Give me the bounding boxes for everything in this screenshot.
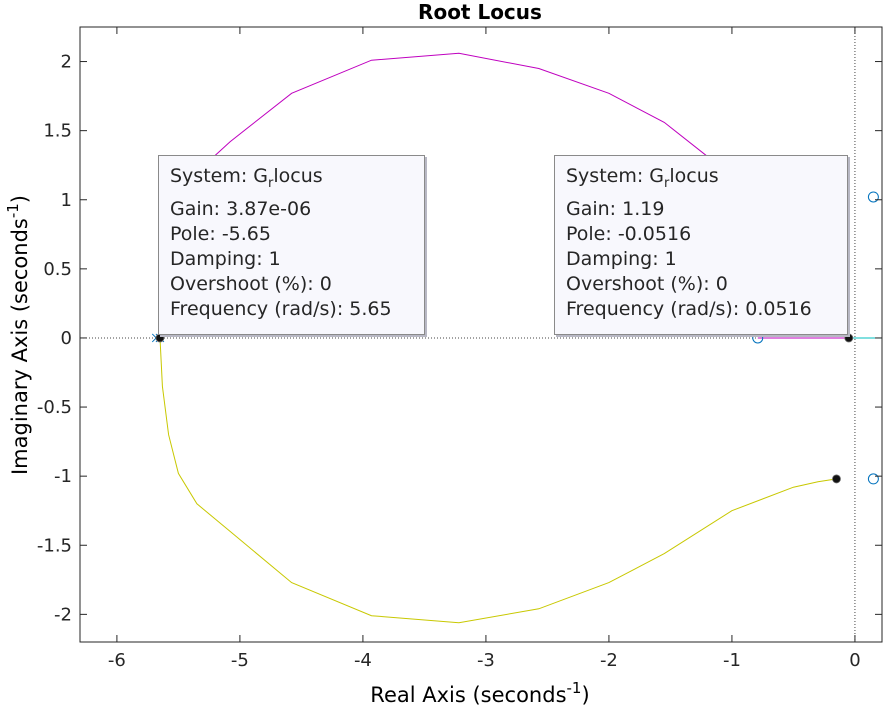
y-axis-label-exponent: -1 <box>4 203 22 218</box>
y-axis-label-text: Imaginary Axis (seconds <box>8 218 32 475</box>
y-tick-label: 2 <box>61 52 72 73</box>
datatip-1-damping: Damping: 1 <box>170 248 281 270</box>
datatip-marker-1 <box>155 333 165 343</box>
x-tick-label: -4 <box>354 650 372 671</box>
y-tick-label: -2 <box>54 604 72 625</box>
y-axis-label-close: ) <box>8 195 32 203</box>
datatip-1-frequency: Frequency (rad/s): 5.65 <box>170 298 392 320</box>
datatip-1-system: System: Grlocus <box>170 165 323 191</box>
x-axis-label-close: ) <box>581 683 589 707</box>
x-axis-label-exponent: -1 <box>567 679 582 697</box>
datatip-1-overshoot: Overshoot (%): 0 <box>170 273 332 295</box>
axis-ticks: -6 -5 -4 -3 -2 -1 0 -2 -1.5 -1 -0.5 0 0.5 1 1.5 2 <box>37 27 882 671</box>
datatip-2-pole: Pole: -0.0516 <box>566 223 692 245</box>
x-axis-label-text: Real Axis (seconds <box>370 683 566 707</box>
x-tick-label: -2 <box>600 650 618 671</box>
x-tick-label: -5 <box>231 650 249 671</box>
y-tick-label: -1 <box>54 466 72 487</box>
datatip-2-gain: Gain: 1.19 <box>566 198 665 220</box>
locus-branch-2 <box>159 337 837 624</box>
datatip-2[interactable]: System: Grlocus Gain: 1.19 Pole: -0.0516… <box>554 155 848 335</box>
y-tick-label: 0 <box>61 328 72 349</box>
pole-zero-markers <box>151 191 879 485</box>
datatip-1-gain: Gain: 3.87e-06 <box>170 198 312 220</box>
zero-marker-3 <box>867 473 879 485</box>
x-tick-label: -6 <box>108 650 126 671</box>
x-tick-label: 0 <box>849 650 860 671</box>
y-tick-label: 1 <box>61 190 72 211</box>
datatip-1-pole: Pole: -5.65 <box>170 223 271 245</box>
reference-lines <box>80 27 882 642</box>
datatip-marker-3 <box>832 474 841 484</box>
datatip-2-overshoot: Overshoot (%): 0 <box>566 273 728 295</box>
zero-marker-2 <box>867 191 879 203</box>
chart-title: Root Locus <box>418 0 542 24</box>
x-tick-label: -3 <box>477 650 495 671</box>
datatip-2-damping: Damping: 1 <box>566 248 677 270</box>
datatip-2-frequency: Frequency (rad/s): 0.0516 <box>566 298 812 320</box>
datatip-marker-2 <box>844 333 854 343</box>
y-tick-label: 0.5 <box>43 259 72 280</box>
x-axis-label: Real Axis (seconds-1) <box>370 679 589 707</box>
y-tick-label: 1.5 <box>43 121 72 142</box>
y-tick-label: -1.5 <box>37 535 72 556</box>
y-axis-label: Imaginary Axis (seconds-1) <box>4 195 32 475</box>
x-tick-label: -1 <box>723 650 741 671</box>
y-tick-label: -0.5 <box>37 397 72 418</box>
datatip-2-system: System: Grlocus <box>566 165 719 191</box>
datatip-1[interactable]: System: Grlocus Gain: 3.87e-06 Pole: -5.… <box>158 155 425 335</box>
